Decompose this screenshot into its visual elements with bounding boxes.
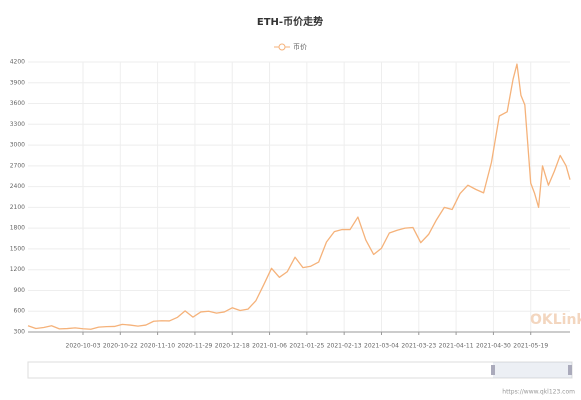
zoom-handle[interactable]	[568, 365, 572, 375]
zoom-handle[interactable]	[491, 365, 495, 375]
x-tick-label: 2021-04-11	[439, 343, 474, 350]
y-tick-label: 3900	[10, 79, 25, 86]
y-tick-label: 1200	[10, 266, 25, 273]
legend-marker	[278, 43, 286, 51]
watermark: OKLink	[530, 312, 581, 328]
x-tick-label: 2020-11-10	[140, 343, 175, 350]
x-tick-label: 2021-03-23	[401, 343, 436, 350]
x-tick-label: 2020-11-29	[177, 343, 212, 350]
y-tick-label: 2700	[10, 162, 25, 169]
zoom-slider[interactable]	[27, 361, 573, 379]
y-tick-label: 2400	[10, 183, 25, 190]
y-tick-label: 900	[14, 287, 26, 294]
y-tick-label: 1800	[10, 225, 25, 232]
y-tick-label: 1500	[10, 245, 25, 252]
x-tick-label: 2021-02-13	[327, 343, 362, 350]
y-tick-label: 3300	[10, 121, 25, 128]
x-tick-label: 2020-10-22	[103, 343, 138, 350]
x-tick-label: 2020-10-03	[66, 343, 101, 350]
x-tick-label: 2021-04-30	[476, 343, 511, 350]
y-tick-label: 300	[14, 329, 26, 336]
chart-title: ETH-币价走势	[257, 15, 323, 28]
y-tick-label: 600	[14, 308, 26, 315]
x-tick-label: 2021-01-06	[252, 343, 287, 350]
zoom-window[interactable]	[493, 362, 572, 378]
legend[interactable]: 币价	[274, 43, 307, 51]
y-tick-label: 4200	[10, 59, 25, 66]
legend-label: 币价	[293, 43, 307, 51]
x-tick-label: 2021-05-19	[513, 343, 548, 350]
y-tick-label: 2100	[10, 204, 25, 211]
price-line	[27, 63, 571, 330]
x-tick-label: 2021-01-25	[289, 343, 324, 350]
footer-url: https://www.qkl123.com	[502, 389, 575, 396]
x-tick-label: 2020-12-18	[215, 343, 250, 350]
x-tick-label: 2021-03-04	[364, 343, 399, 350]
y-tick-label: 3600	[10, 100, 25, 107]
y-tick-label: 3000	[10, 142, 25, 149]
